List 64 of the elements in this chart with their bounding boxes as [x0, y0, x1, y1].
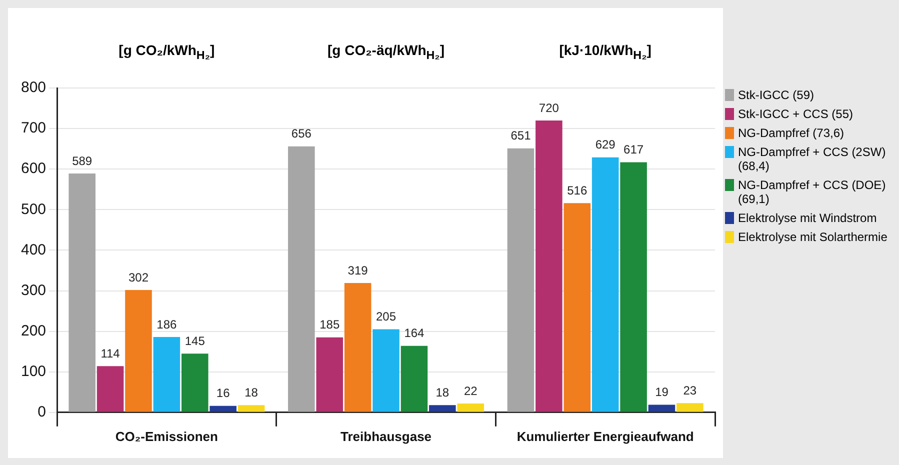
bar [181, 354, 208, 412]
bar [507, 148, 534, 412]
bar [620, 162, 647, 412]
bar [457, 403, 484, 412]
data-label: 720 [538, 100, 560, 115]
bar [316, 337, 344, 412]
bar [210, 406, 236, 412]
data-label: 18 [436, 385, 450, 400]
bar [592, 157, 619, 412]
data-label: 617 [624, 142, 644, 157]
y-tick-label: 100 [20, 362, 46, 380]
data-label: 185 [320, 318, 340, 332]
data-label: 18 [244, 385, 258, 400]
bar [153, 336, 180, 412]
bar [564, 203, 591, 412]
x-tick-label: Kumulierter Energieaufwand [516, 428, 694, 444]
bar [288, 146, 315, 412]
legend-label: Stk-IGCC + CCS (55) [738, 107, 854, 121]
bar [344, 283, 372, 412]
text: [kJ·10/kWh$_{H₂}$] [559, 42, 652, 62]
bar [372, 329, 400, 412]
data-label: 114 [100, 346, 120, 360]
bar [648, 404, 676, 412]
text: [g CO₂-äq/kWh$_{H₂}$] [327, 42, 445, 62]
bar [68, 174, 96, 412]
data-label: 186 [156, 317, 178, 332]
bar [238, 405, 265, 412]
bar [96, 366, 124, 412]
data-label: 319 [348, 263, 368, 278]
x-tick-label: Treibhausgase [340, 428, 432, 444]
y-tick-label: 800 [20, 79, 46, 96]
data-label: 19 [655, 385, 669, 400]
bar [400, 346, 428, 412]
text: [g CO₂/kWh$_{H₂}$] [118, 42, 215, 62]
x-tick-label: CO₂-Emissionen [115, 428, 218, 444]
data-label: 16 [216, 386, 230, 400]
data-label: 205 [376, 310, 396, 324]
bar [429, 405, 456, 412]
data-label: 629 [595, 138, 616, 152]
data-label: 516 [567, 183, 588, 198]
data-label: 651 [510, 128, 532, 143]
data-label: 302 [128, 270, 149, 284]
data-label: 589 [72, 154, 92, 168]
data-label: 23 [683, 383, 697, 398]
y-tick-label: 600 [20, 160, 46, 178]
legend-label: Stk-IGCC (59) [738, 88, 814, 102]
legend-label: NG-Dampfref + CCS (DOE) (69,1) [738, 178, 887, 206]
y-tick-label: 200 [20, 322, 46, 340]
y-tick-label: 400 [20, 241, 46, 258]
data-label: 145 [184, 334, 206, 348]
y-tick-label: 500 [20, 200, 46, 218]
bar [536, 120, 562, 412]
data-label: 656 [291, 126, 312, 141]
legend-label: Elektrolyse mit Windstrom [738, 211, 877, 225]
legend-label: Elektrolyse mit Solarthermie [738, 230, 888, 244]
data-label: 164 [404, 326, 425, 340]
legend-label: NG-Dampfref (73,6) [738, 126, 844, 140]
legend-label: NG-Dampfref + CCS (2SW) (68,4) [738, 145, 887, 173]
data-label: 22 [464, 384, 478, 398]
y-tick-label: 300 [20, 282, 46, 299]
y-tick-label: 700 [20, 120, 46, 137]
bar [676, 403, 704, 412]
y-tick-label: 0 [38, 404, 46, 421]
bar [125, 290, 152, 412]
